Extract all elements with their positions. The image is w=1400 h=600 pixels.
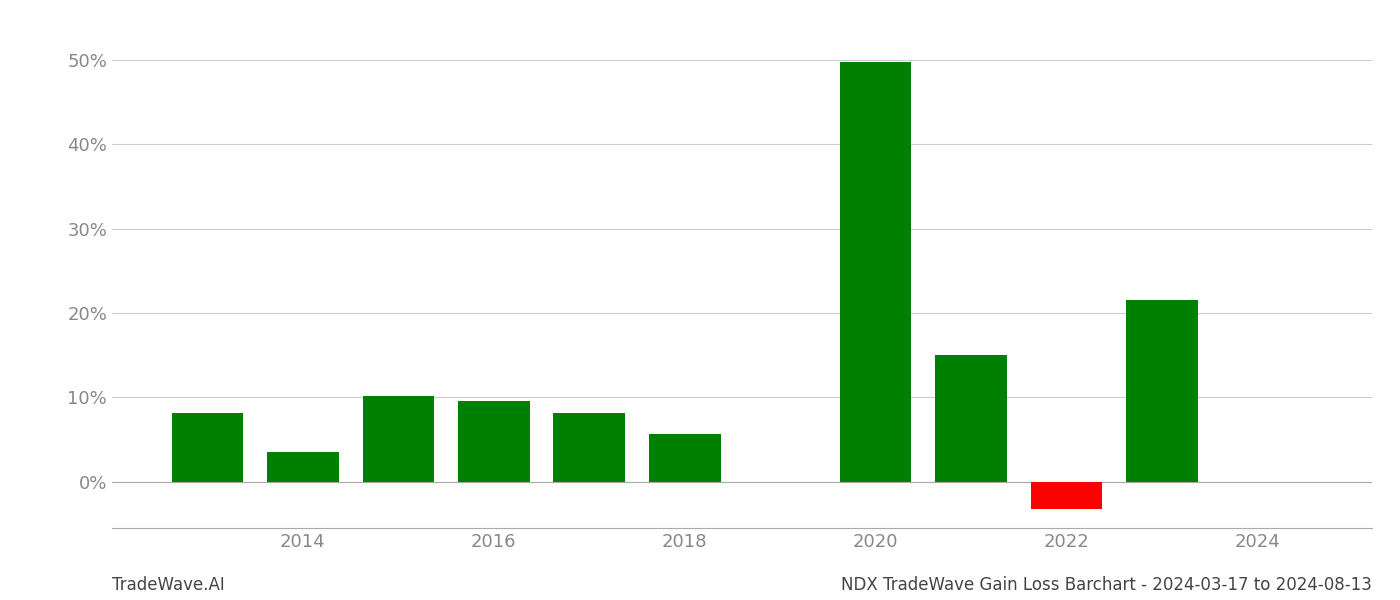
Bar [650, 434, 721, 482]
Bar [935, 355, 1007, 482]
Text: NDX TradeWave Gain Loss Barchart - 2024-03-17 to 2024-08-13: NDX TradeWave Gain Loss Barchart - 2024-… [841, 576, 1372, 594]
Bar [458, 401, 529, 482]
Bar [363, 397, 434, 482]
Bar [1030, 482, 1102, 509]
Bar [840, 62, 911, 482]
Bar [553, 413, 624, 482]
Text: TradeWave.AI: TradeWave.AI [112, 576, 225, 594]
Bar [267, 452, 339, 482]
Bar [172, 413, 244, 482]
Bar [1126, 301, 1198, 482]
